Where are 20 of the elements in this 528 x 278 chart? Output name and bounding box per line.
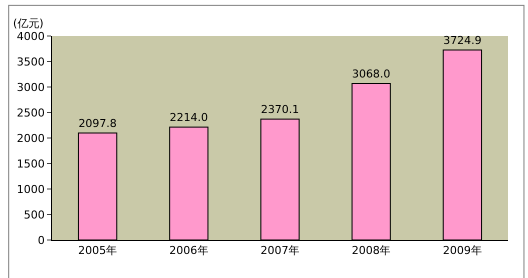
- y-tick-label: 1000: [16, 182, 45, 196]
- y-tick-label: 3000: [16, 80, 45, 94]
- x-tick-label: 2007年: [260, 244, 300, 258]
- y-tick-label: 3500: [16, 55, 45, 68]
- x-tick-label: 2009年: [442, 244, 482, 258]
- y-tick-label: 0: [38, 234, 45, 247]
- y-tick-label: 500: [24, 208, 45, 222]
- x-tick-label: 2006年: [169, 244, 208, 258]
- data-label: 2097.8: [78, 117, 117, 130]
- y-tick-label: 2500: [16, 106, 45, 120]
- x-tick-label: 2008年: [352, 244, 391, 258]
- y-axis-title: (亿元): [13, 17, 44, 30]
- data-label: 3068.0: [352, 68, 390, 81]
- y-tick-label: 2000: [16, 132, 45, 145]
- x-tick-label: 2005年: [78, 244, 118, 258]
- data-label: 2370.1: [260, 103, 300, 116]
- data-label: 2214.0: [170, 111, 208, 124]
- y-tick-label: 1500: [16, 157, 45, 170]
- data-label: 3724.9: [443, 34, 482, 48]
- y-tick-label: 4000: [16, 30, 45, 43]
